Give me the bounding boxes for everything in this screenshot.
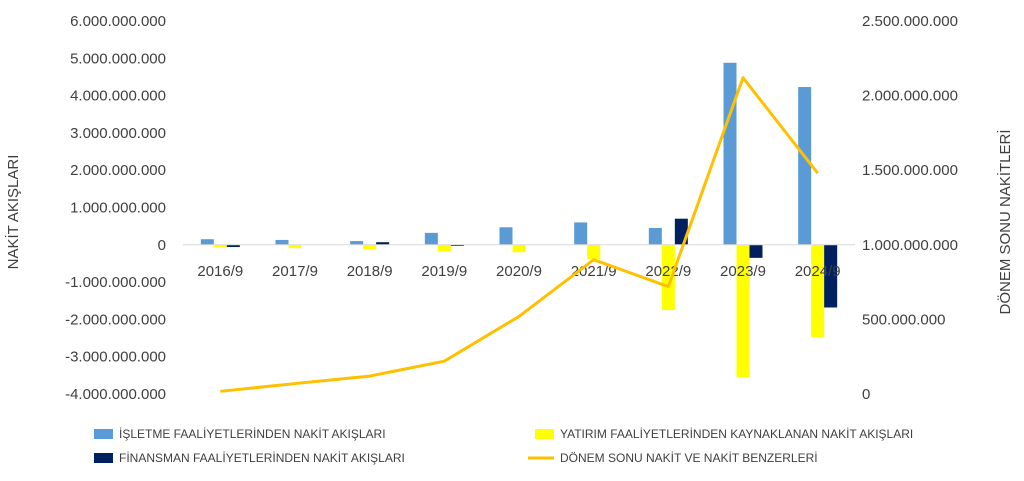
right-tick-label: 2.000.000.000 — [862, 88, 958, 105]
left-tick-label: -2.000.000.000 — [65, 311, 166, 328]
right-tick-label: 2.500.000.000 — [862, 13, 958, 30]
cash-line — [220, 76, 819, 393]
bar-3-2023-9 — [749, 244, 763, 258]
bar-2-2018-9 — [363, 244, 377, 250]
line-series — [220, 76, 819, 393]
right-tick-label: 1.500.000.000 — [862, 162, 958, 179]
bar-2-2022-9 — [661, 244, 675, 311]
category-label: 2022/9 — [645, 263, 691, 280]
bar-1-2019-9 — [424, 232, 438, 245]
right-tick-label: 0 — [862, 386, 870, 403]
category-label: 2023/9 — [720, 263, 766, 280]
bar-2-2016-9 — [213, 244, 227, 248]
category-label: 2018/9 — [347, 263, 393, 280]
legend-label: İŞLETME FAALİYETLERİNDEN NAKİT AKIŞLARI — [119, 427, 386, 441]
bar-2-2017-9 — [288, 244, 302, 249]
category-label: 2019/9 — [421, 263, 467, 280]
legend-label: YATIRIM FAALİYETLERİNDEN KAYNAKLANAN NAK… — [560, 427, 913, 441]
bar-2-2023-9 — [736, 244, 750, 378]
legend: İŞLETME FAALİYETLERİNDEN NAKİT AKIŞLARI Y… — [94, 427, 913, 465]
bar-1-2021-9 — [574, 222, 588, 245]
left-axis-ticks: 6.000.000.000 5.000.000.000 4.000.000.000 3… — [65, 13, 166, 403]
bar-3-2018-9 — [376, 242, 390, 245]
bar-2-2024-9 — [811, 244, 825, 338]
left-axis-title: NAKİT AKIŞLARI — [4, 155, 22, 270]
left-tick-label: 4.000.000.000 — [70, 88, 166, 105]
legend-swatch — [94, 429, 113, 439]
right-tick-label: 500.000.000 — [862, 311, 945, 328]
bar-3-2016-9 — [226, 244, 240, 248]
category-label: 2016/9 — [197, 263, 243, 280]
right-axis-title: DÖNEM SONU NAKİTLERİ — [996, 129, 1014, 314]
category-label: 2017/9 — [272, 263, 318, 280]
bar-1-2017-9 — [275, 239, 289, 245]
legend-swatch — [94, 453, 113, 463]
bar-2-2020-9 — [512, 244, 526, 253]
bar-1-2022-9 — [648, 228, 662, 245]
legend-swatch — [535, 429, 554, 439]
bar-2-2019-9 — [437, 244, 451, 252]
left-tick-label: 3.000.000.000 — [70, 125, 166, 142]
left-tick-label: -3.000.000.000 — [65, 349, 166, 366]
left-tick-label: 0 — [158, 237, 166, 254]
left-tick-label: 5.000.000.000 — [70, 50, 166, 67]
right-axis-ticks: 2.500.000.000 2.000.000.000 1.500.000.000 1… — [862, 13, 958, 403]
left-tick-label: 1.000.000.000 — [70, 200, 166, 217]
bar-1-2024-9 — [798, 87, 812, 245]
category-labels: 2016/9 2017/9 2018/9 2019/9 2020/9 2021/9 2022… — [197, 263, 840, 280]
right-tick-label: 1.000.000.000 — [862, 237, 958, 254]
left-tick-label: -4.000.000.000 — [65, 386, 166, 403]
left-tick-label: -1.000.000.000 — [65, 274, 166, 291]
bar-series — [200, 62, 838, 378]
bar-1-2016-9 — [200, 239, 214, 245]
bar-1-2020-9 — [499, 227, 513, 245]
bar-3-2024-9 — [824, 244, 838, 308]
category-label: 2020/9 — [496, 263, 542, 280]
left-tick-label: 2.000.000.000 — [70, 162, 166, 179]
category-label: 2024/9 — [795, 263, 841, 280]
legend-label: DÖNEM SONU NAKİT VE NAKİT BENZERLERİ — [560, 451, 818, 465]
legend-label: FİNANSMAN FAALİYETLERİNDEN NAKİT AKIŞLAR… — [119, 451, 405, 465]
bar-2-2021-9 — [587, 244, 601, 259]
bar-3-2019-9 — [450, 244, 464, 246]
bar-1-2023-9 — [723, 62, 737, 245]
left-tick-label: 6.000.000.000 — [70, 13, 166, 30]
bar-1-2018-9 — [350, 241, 364, 245]
